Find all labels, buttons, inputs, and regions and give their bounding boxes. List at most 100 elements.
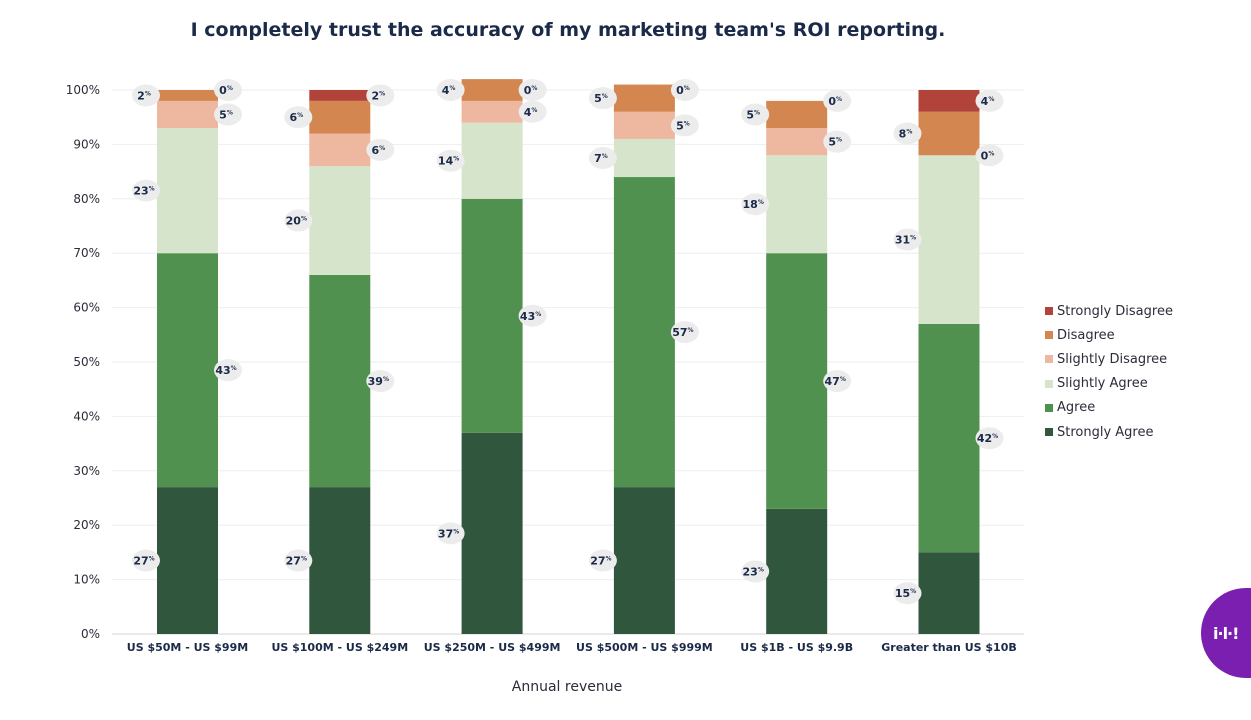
bar-segment xyxy=(613,487,675,634)
x-tick-label: US $1B - US $9.9B xyxy=(740,641,853,654)
bar-segment xyxy=(461,198,523,433)
legend-label: Slightly Disagree xyxy=(1057,351,1168,367)
legend-item: Slightly Agree xyxy=(1045,372,1173,396)
data-label: 5% xyxy=(741,103,770,126)
legend-item: Slightly Disagree xyxy=(1045,347,1173,371)
bar-segment xyxy=(309,100,371,134)
chart-title: I completely trust the accuracy of my ma… xyxy=(190,19,946,41)
legend-swatch xyxy=(1045,379,1053,388)
data-label: 0% xyxy=(975,144,1004,167)
bar-segment xyxy=(309,166,371,275)
bar-segment xyxy=(461,122,523,199)
bar-segment xyxy=(613,111,675,139)
legend-item: Disagree xyxy=(1045,323,1173,347)
data-label: 0% xyxy=(518,79,547,101)
legend-swatch xyxy=(1045,403,1053,412)
data-label: 43% xyxy=(214,359,242,382)
bar-segment xyxy=(461,100,523,123)
y-tick-label: 50% xyxy=(73,355,100,369)
data-label: 5% xyxy=(823,130,852,153)
bar-segment xyxy=(766,128,828,156)
bar-segment xyxy=(157,253,218,488)
data-label: 42% xyxy=(975,427,1004,450)
bar-segment xyxy=(613,138,675,178)
data-label: 5% xyxy=(214,103,242,126)
data-label: 5% xyxy=(670,114,699,137)
x-axis-title: Annual revenue xyxy=(512,679,622,695)
legend-swatch xyxy=(1045,428,1053,437)
data-label: 43% xyxy=(518,304,547,327)
bar-segment xyxy=(918,90,980,112)
legend-item: Agree xyxy=(1045,396,1173,420)
x-tick-label: US $250M - US $499M xyxy=(424,641,561,654)
data-label: 8% xyxy=(893,122,922,145)
data-label: 0% xyxy=(670,79,699,101)
y-tick-label: 80% xyxy=(73,192,100,206)
y-tick-label: 30% xyxy=(73,464,100,478)
data-label: 15% xyxy=(893,582,922,605)
data-label: 20% xyxy=(284,209,313,232)
x-tick-label: US $100M - US $249M xyxy=(271,641,408,654)
bar-segment xyxy=(918,111,980,156)
bar-segment xyxy=(157,100,218,129)
bar-segment xyxy=(766,100,828,129)
data-label: 4% xyxy=(518,100,547,123)
bar-segment xyxy=(766,253,828,509)
x-tick-label: Greater than US $10B xyxy=(881,641,1017,654)
data-label: 6% xyxy=(366,138,395,161)
y-tick-label: 10% xyxy=(73,573,100,587)
bar-segment xyxy=(918,552,980,634)
bar-segment xyxy=(157,487,218,634)
data-label: 27% xyxy=(132,549,160,572)
x-tick-label: US $500M - US $999M xyxy=(576,641,713,654)
bar-segment xyxy=(766,155,828,254)
bar-segment xyxy=(309,274,371,488)
data-label: 14% xyxy=(436,149,465,172)
bar-segment xyxy=(613,177,675,488)
chart-legend: Strongly Disagree Disagree Slightly Disagr… xyxy=(1045,299,1173,444)
data-label: 27% xyxy=(284,549,313,572)
data-label: 7% xyxy=(588,147,617,169)
bar-segment xyxy=(613,84,675,112)
y-tick-label: 20% xyxy=(73,518,100,532)
data-label: 4% xyxy=(975,89,1004,112)
brand-logo-text: i·l·! xyxy=(1213,623,1239,643)
data-label: 18% xyxy=(741,193,770,216)
bar-segment xyxy=(918,323,980,553)
legend-item: Strongly Agree xyxy=(1045,420,1173,444)
bar-segment xyxy=(766,508,828,634)
bar-segment xyxy=(309,133,371,167)
y-tick-label: 60% xyxy=(73,301,100,315)
legend-label: Slightly Agree xyxy=(1057,376,1148,392)
data-label: 37% xyxy=(436,522,465,545)
legend-label: Agree xyxy=(1057,400,1096,416)
legend-item: Strongly Disagree xyxy=(1045,299,1173,323)
legend-label: Disagree xyxy=(1057,327,1115,343)
data-label: 39% xyxy=(366,370,395,393)
data-label: 31% xyxy=(893,228,922,251)
data-label: 0% xyxy=(214,79,242,101)
legend-swatch xyxy=(1045,307,1053,316)
data-label: 23% xyxy=(741,560,770,583)
legend-swatch xyxy=(1045,355,1053,364)
data-label: 0% xyxy=(823,89,852,112)
data-label: 47% xyxy=(823,370,852,393)
data-label: 5% xyxy=(588,87,617,110)
bar-segment xyxy=(461,432,523,634)
y-tick-label: 40% xyxy=(73,409,100,423)
data-label: 2% xyxy=(366,84,395,107)
legend-swatch xyxy=(1045,331,1053,340)
data-label: 6% xyxy=(284,106,313,129)
legend-label: Strongly Agree xyxy=(1057,424,1154,440)
legend-label: Strongly Disagree xyxy=(1057,303,1173,319)
data-label: 2% xyxy=(132,84,160,107)
bar-segment xyxy=(309,487,371,634)
y-tick-label: 70% xyxy=(73,246,100,260)
y-tick-label: 0% xyxy=(81,627,100,641)
bar-segment xyxy=(157,128,218,254)
y-tick-label: 90% xyxy=(73,137,100,151)
x-tick-label: US $50M - US $99M xyxy=(127,641,248,654)
bar-segment xyxy=(461,79,523,101)
bar-segment xyxy=(157,90,218,101)
y-tick-label: 100% xyxy=(66,83,100,97)
